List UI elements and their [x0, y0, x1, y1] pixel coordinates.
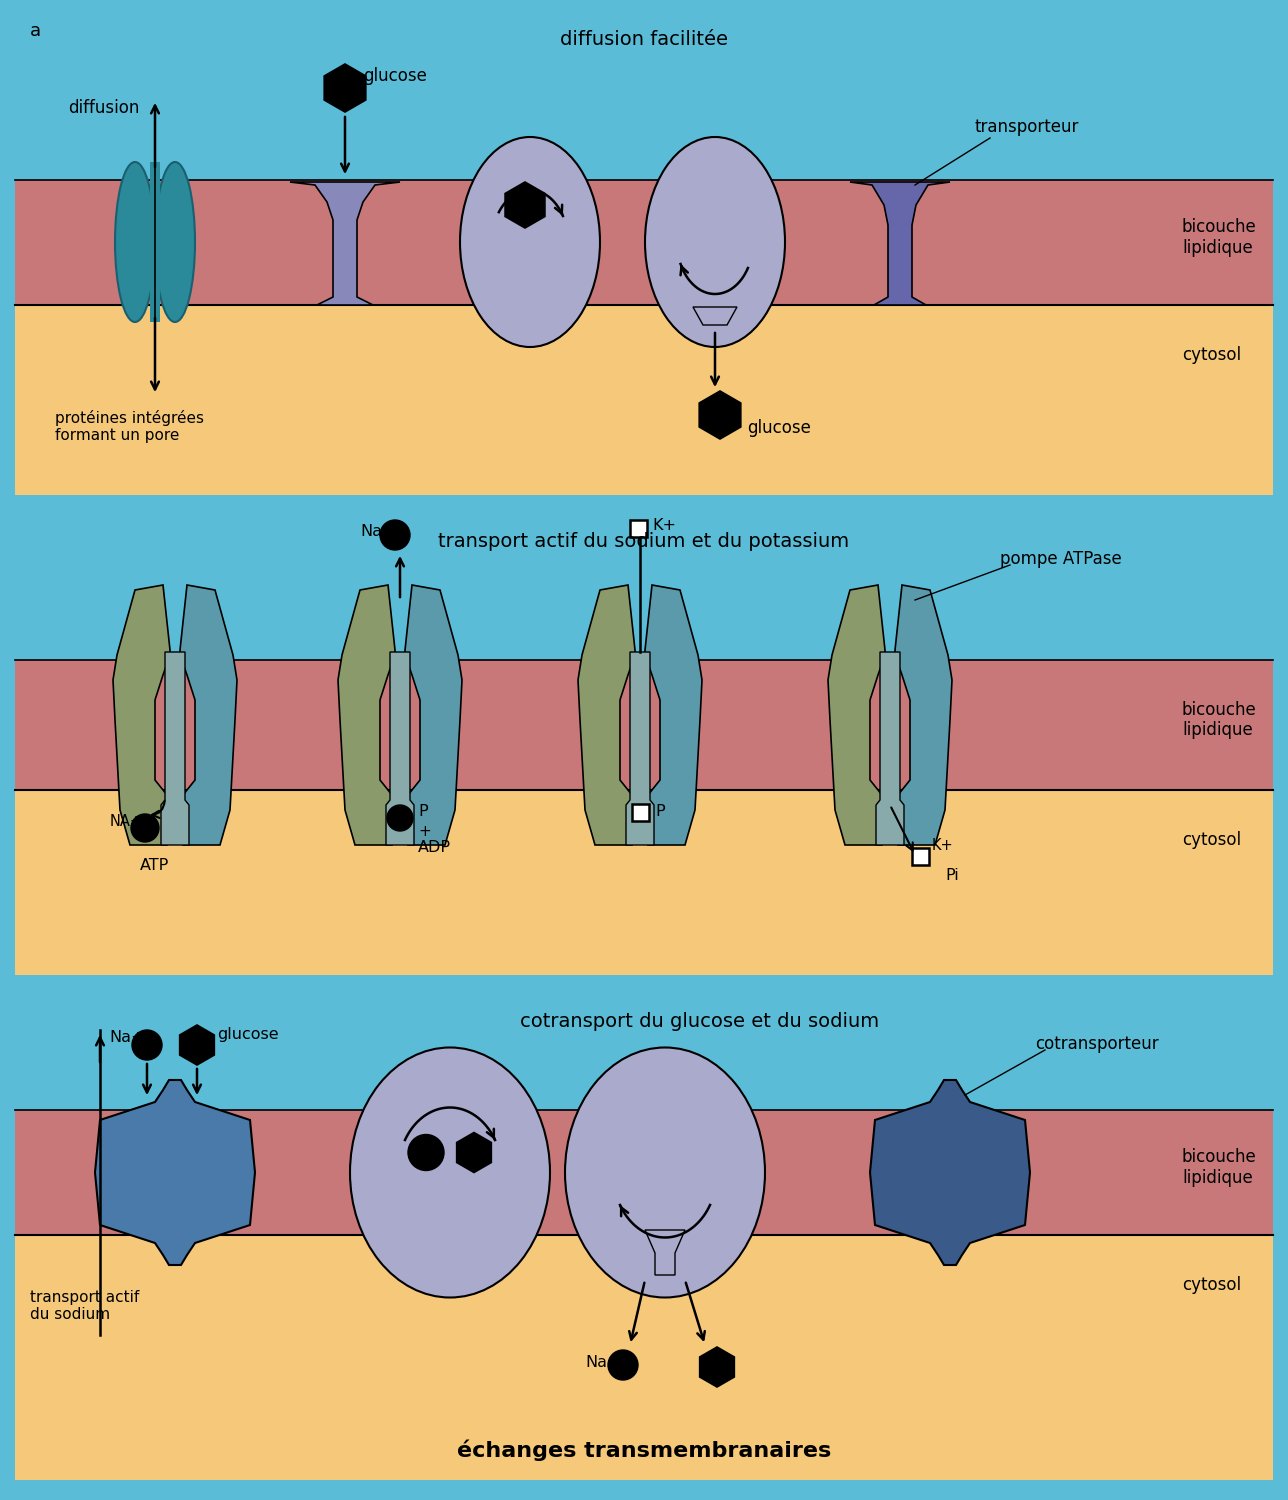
Circle shape	[131, 815, 158, 842]
Polygon shape	[180, 585, 237, 844]
Text: protéines intégrées
formant un pore: protéines intégrées formant un pore	[55, 410, 204, 444]
Text: transporteur: transporteur	[975, 118, 1079, 136]
Ellipse shape	[645, 136, 784, 346]
Text: K+: K+	[652, 518, 676, 532]
Polygon shape	[180, 1024, 214, 1065]
Bar	[912, 847, 929, 865]
Circle shape	[380, 520, 410, 550]
Text: transport actif
du sodium: transport actif du sodium	[30, 1290, 139, 1323]
Text: glucose: glucose	[216, 1026, 278, 1041]
Bar	[15, 15, 1273, 180]
Polygon shape	[626, 652, 654, 844]
Polygon shape	[876, 652, 904, 844]
Text: Na+: Na+	[361, 524, 395, 538]
Ellipse shape	[460, 136, 600, 346]
Text: échanges transmembranaires: échanges transmembranaires	[457, 1440, 831, 1461]
Polygon shape	[457, 1132, 491, 1173]
Ellipse shape	[155, 162, 194, 322]
Text: glucose: glucose	[747, 419, 811, 436]
Polygon shape	[850, 182, 951, 304]
Text: cotransporteur: cotransporteur	[1036, 1035, 1159, 1053]
Polygon shape	[828, 585, 885, 844]
Text: P: P	[656, 804, 665, 819]
Bar	[693, 304, 737, 330]
Text: bicouche
lipidique: bicouche lipidique	[1182, 217, 1257, 256]
Bar	[15, 180, 1273, 304]
Polygon shape	[337, 585, 395, 844]
Text: cytosol: cytosol	[1182, 346, 1242, 364]
Bar	[15, 304, 1273, 495]
Polygon shape	[290, 182, 401, 304]
Polygon shape	[645, 1230, 685, 1275]
Text: bicouche
lipidique: bicouche lipidique	[1182, 700, 1257, 740]
Text: ADP: ADP	[419, 840, 451, 855]
Ellipse shape	[115, 162, 155, 322]
Polygon shape	[693, 308, 737, 326]
Ellipse shape	[565, 1047, 765, 1298]
Bar	[15, 1110, 1273, 1234]
Polygon shape	[869, 1080, 1030, 1264]
Circle shape	[131, 1030, 162, 1060]
Polygon shape	[645, 585, 702, 844]
Circle shape	[408, 1134, 444, 1170]
Polygon shape	[325, 64, 366, 112]
Text: pompe ATPase: pompe ATPase	[999, 550, 1122, 568]
Text: bicouche
lipidique: bicouche lipidique	[1182, 1148, 1257, 1186]
Bar	[15, 510, 1273, 660]
Polygon shape	[578, 585, 635, 844]
Polygon shape	[895, 585, 952, 844]
Text: cytosol: cytosol	[1182, 1276, 1242, 1294]
Text: transport actif du sodium et du potassium: transport actif du sodium et du potassiu…	[438, 532, 850, 550]
Polygon shape	[161, 652, 189, 844]
Bar	[149, 162, 160, 322]
Ellipse shape	[350, 1047, 550, 1298]
Text: diffusion: diffusion	[68, 99, 139, 117]
Text: P: P	[419, 804, 428, 819]
Text: ATP: ATP	[140, 858, 170, 873]
Text: Pi: Pi	[945, 868, 958, 883]
Circle shape	[608, 1350, 638, 1380]
Text: K+: K+	[933, 839, 953, 854]
Bar	[15, 790, 1273, 975]
Text: Na+: Na+	[585, 1354, 621, 1370]
Polygon shape	[404, 585, 462, 844]
Text: Na+: Na+	[109, 1030, 144, 1045]
Text: diffusion facilitée: diffusion facilitée	[560, 30, 728, 50]
Polygon shape	[699, 1347, 734, 1388]
Text: +: +	[419, 824, 430, 839]
Text: cytosol: cytosol	[1182, 831, 1242, 849]
Polygon shape	[699, 392, 741, 439]
Bar	[630, 520, 647, 537]
Text: NA+: NA+	[109, 815, 143, 830]
Polygon shape	[95, 1080, 255, 1264]
Bar	[15, 990, 1273, 1110]
Bar	[645, 1234, 685, 1256]
Circle shape	[386, 806, 413, 831]
Bar	[632, 804, 649, 820]
Polygon shape	[113, 585, 170, 844]
Text: a: a	[30, 22, 41, 40]
Polygon shape	[386, 652, 413, 844]
Bar	[15, 1234, 1273, 1480]
Text: cotransport du glucose et du sodium: cotransport du glucose et du sodium	[520, 1013, 880, 1031]
Text: glucose: glucose	[363, 68, 426, 86]
Bar	[15, 660, 1273, 790]
Polygon shape	[505, 182, 545, 228]
